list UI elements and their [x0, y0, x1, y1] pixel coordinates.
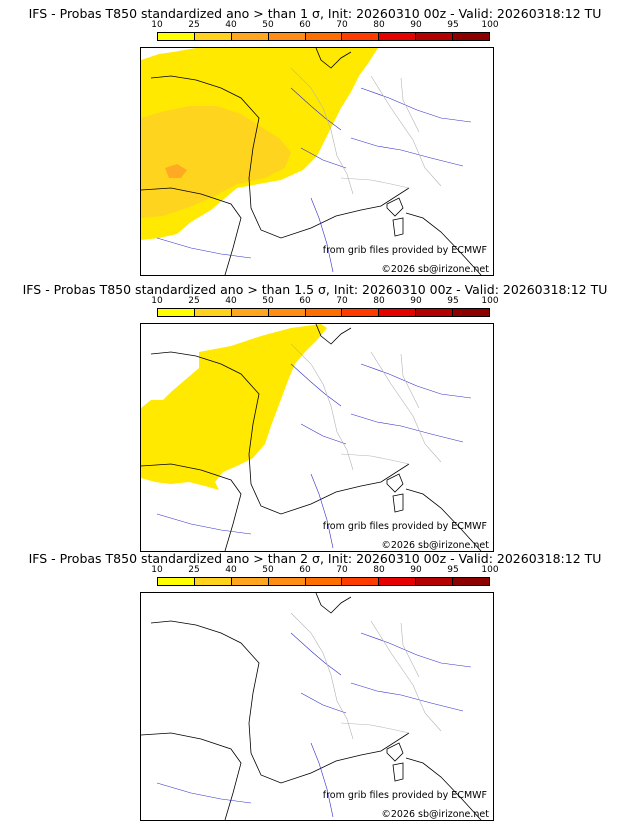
- colorbar-tick-label: 60: [299, 20, 311, 30]
- probability-colorbar: 10 25 40 50 60 70 80 90 95 100: [140, 296, 499, 320]
- colorbar-swatch: [453, 578, 490, 585]
- copyright: ©2026 sb@irizone.net: [381, 809, 489, 820]
- probability-colorbar: 10 25 40 50 60 70 80 90 95 100: [140, 565, 499, 589]
- colorbar-tick-label: 90: [410, 20, 422, 30]
- colorbar-tick-label: 90: [410, 565, 422, 575]
- panel-title: IFS - Probas T850 standardized ano > tha…: [28, 551, 602, 566]
- colorbar-swatch: [231, 309, 269, 316]
- copyright: ©2026 sb@irizone.net: [381, 540, 489, 551]
- colorbar-tick-label: 50: [262, 20, 274, 30]
- colorbar-swatch: [379, 309, 417, 316]
- copyright: ©2026 sb@irizone.net: [381, 264, 489, 275]
- colorbar-swatch: [158, 309, 195, 316]
- colorbar-swatch: [379, 578, 417, 585]
- colorbar-swatch: [416, 33, 454, 40]
- borders: [290, 343, 442, 471]
- colorbar-swatch: [158, 33, 195, 40]
- colorbar-swatch: [453, 309, 490, 316]
- probability-area-40: [165, 164, 187, 178]
- panel-title: IFS - Probas T850 standardized ano > tha…: [28, 6, 602, 21]
- colorbar-swatch: [305, 309, 343, 316]
- coastline: [141, 593, 482, 820]
- panel-1sigma: IFS - Probas T850 standardized ano > tha…: [0, 0, 630, 276]
- colorbar-tick-label: 100: [481, 296, 499, 306]
- map-drawing: [141, 324, 482, 551]
- borders: [290, 67, 442, 195]
- colorbar-tick-label: 25: [188, 20, 200, 30]
- colorbar-swatch: [231, 578, 269, 585]
- rivers: [156, 632, 472, 818]
- colorbar-tick-label: 40: [225, 20, 237, 30]
- colorbar-swatch: [194, 33, 232, 40]
- colorbar-tick-label: 60: [299, 296, 311, 306]
- colorbar-tick-label: 80: [373, 565, 385, 575]
- source-note: from grib files provided by ECMWF: [322, 245, 487, 256]
- colorbar-tick-label: 50: [262, 296, 274, 306]
- source-note: from grib files provided by ECMWF: [322, 521, 487, 532]
- colorbar-swatch: [268, 578, 306, 585]
- colorbar-tick-label: 50: [262, 565, 274, 575]
- borders: [290, 612, 442, 740]
- colorbar-swatch: [453, 33, 490, 40]
- colorbar-tick-label: 90: [410, 296, 422, 306]
- colorbar-swatches: [157, 32, 490, 41]
- colorbar-swatch: [268, 309, 306, 316]
- colorbar-swatches: [157, 308, 490, 317]
- coastline: [141, 48, 482, 275]
- rivers: [156, 87, 472, 273]
- colorbar-swatch: [194, 309, 232, 316]
- coastline: [141, 324, 482, 551]
- colorbar-tick-label: 40: [225, 565, 237, 575]
- panel-title: IFS - Probas T850 standardized ano > tha…: [22, 282, 608, 297]
- source-note: from grib files provided by ECMWF: [322, 790, 487, 801]
- colorbar-swatch: [231, 33, 269, 40]
- panel-1.5sigma: IFS - Probas T850 standardized ano > tha…: [0, 276, 630, 552]
- probability-area-10: [141, 324, 327, 490]
- probability-map: from grib files provided by ECMWF ©2026 …: [140, 592, 494, 821]
- colorbar-tick-label: 25: [188, 565, 200, 575]
- colorbar-swatch: [342, 578, 380, 585]
- colorbar-tick-label: 95: [447, 565, 459, 575]
- probability-area-25: [141, 106, 291, 218]
- colorbar-swatches: [157, 577, 490, 586]
- panel-2sigma: IFS - Probas T850 standardized ano > tha…: [0, 545, 630, 821]
- colorbar-tick-label: 70: [336, 20, 348, 30]
- colorbar-tick-label: 70: [336, 565, 348, 575]
- colorbar-swatch: [416, 578, 454, 585]
- colorbar-swatch: [158, 578, 195, 585]
- colorbar-tick-label: 60: [299, 565, 311, 575]
- colorbar-swatch: [416, 309, 454, 316]
- colorbar-tick-label: 80: [373, 20, 385, 30]
- colorbar-tick-label: 10: [151, 20, 163, 30]
- colorbar-tick-label: 10: [151, 565, 163, 575]
- colorbar-swatch: [305, 578, 343, 585]
- colorbar-ticks: 10 25 40 50 60 70 80 90 95 100: [140, 565, 499, 576]
- colorbar-tick-label: 100: [481, 20, 499, 30]
- colorbar-tick-label: 25: [188, 296, 200, 306]
- colorbar-tick-label: 10: [151, 296, 163, 306]
- probability-map: from grib files provided by ECMWF ©2026 …: [140, 323, 494, 552]
- colorbar-swatch: [342, 309, 380, 316]
- colorbar-tick-label: 95: [447, 296, 459, 306]
- colorbar-tick-label: 70: [336, 296, 348, 306]
- colorbar-swatch: [194, 578, 232, 585]
- colorbar-ticks: 10 25 40 50 60 70 80 90 95 100: [140, 20, 499, 31]
- rivers: [156, 363, 472, 549]
- colorbar-swatch: [268, 33, 306, 40]
- colorbar-swatch: [305, 33, 343, 40]
- colorbar-tick-label: 95: [447, 20, 459, 30]
- map-drawing: [141, 48, 482, 275]
- probability-colorbar: 10 25 40 50 60 70 80 90 95 100: [140, 20, 499, 44]
- colorbar-swatch: [342, 33, 380, 40]
- colorbar-ticks: 10 25 40 50 60 70 80 90 95 100: [140, 296, 499, 307]
- colorbar-tick-label: 40: [225, 296, 237, 306]
- probability-map: from grib files provided by ECMWF ©2026 …: [140, 47, 494, 276]
- colorbar-tick-label: 100: [481, 565, 499, 575]
- map-drawing: [141, 593, 482, 820]
- colorbar-tick-label: 80: [373, 296, 385, 306]
- colorbar-swatch: [379, 33, 417, 40]
